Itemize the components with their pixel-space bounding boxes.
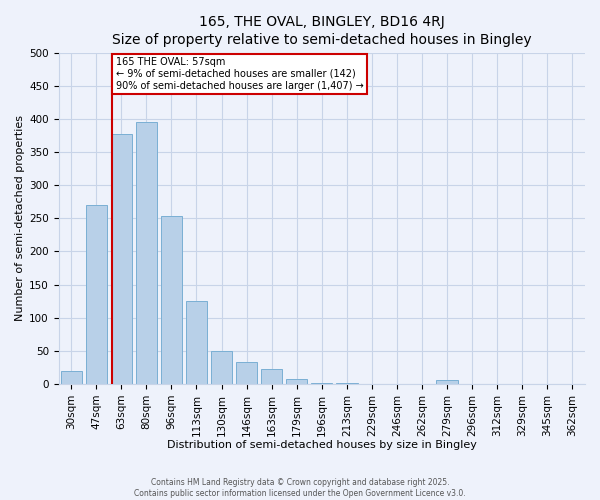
Bar: [110, 134, 132, 384]
Bar: [61, 370, 82, 384]
X-axis label: Distribution of semi-detached houses by size in Bingley: Distribution of semi-detached houses by …: [167, 440, 477, 450]
Bar: [261, 370, 283, 384]
Bar: [211, 351, 232, 384]
Y-axis label: Number of semi-detached properties: Number of semi-detached properties: [15, 116, 25, 322]
Text: Contains HM Land Registry data © Crown copyright and database right 2025.
Contai: Contains HM Land Registry data © Crown c…: [134, 478, 466, 498]
Bar: [436, 380, 458, 384]
Bar: [136, 122, 157, 384]
Bar: [286, 378, 307, 384]
Bar: [186, 301, 207, 384]
Bar: [236, 362, 257, 384]
Title: 165, THE OVAL, BINGLEY, BD16 4RJ
Size of property relative to semi-detached hous: 165, THE OVAL, BINGLEY, BD16 4RJ Size of…: [112, 15, 532, 48]
Bar: [311, 382, 332, 384]
Bar: [161, 216, 182, 384]
Text: 165 THE OVAL: 57sqm
← 9% of semi-detached houses are smaller (142)
90% of semi-d: 165 THE OVAL: 57sqm ← 9% of semi-detache…: [116, 58, 363, 90]
Bar: [86, 205, 107, 384]
